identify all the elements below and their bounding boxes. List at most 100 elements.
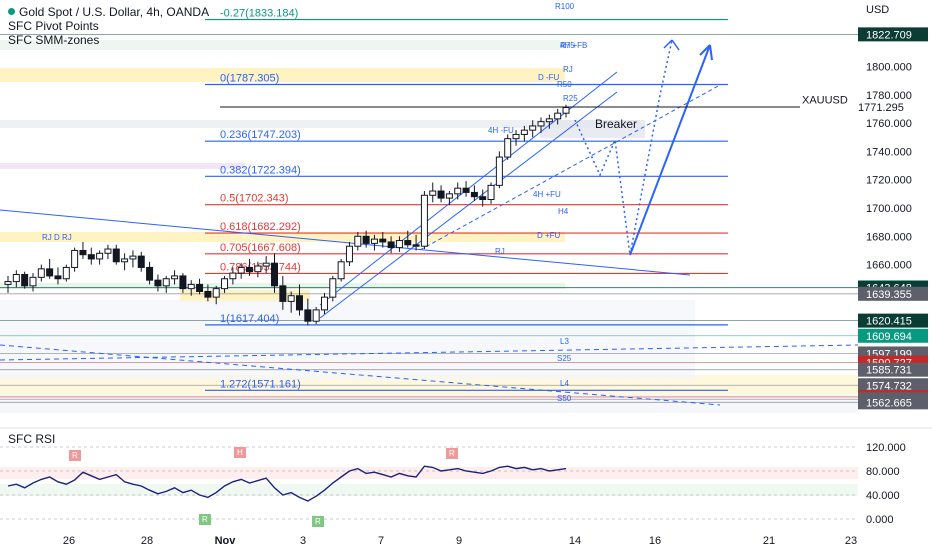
price-tag-label: 1609.694	[866, 331, 912, 343]
candle-body	[204, 290, 212, 298]
candle-body	[462, 187, 470, 193]
candle-body	[79, 249, 87, 256]
rsi-title[interactable]: SFC RSI	[8, 432, 56, 446]
pivot-label: 4H +FU	[533, 190, 561, 199]
candle-body	[362, 235, 370, 244]
candle-body	[104, 248, 112, 254]
candle-body	[304, 309, 312, 322]
rsi-marker-label: R	[202, 515, 208, 524]
candle-body	[437, 190, 445, 199]
candle-body	[287, 295, 295, 302]
pivot-label: 4H -FU	[488, 126, 514, 135]
candle-body	[545, 118, 553, 123]
price-tick-label: 1740.000	[866, 146, 912, 158]
candle-body	[271, 262, 279, 287]
candle-body	[454, 187, 462, 195]
rsi-series	[7, 465, 567, 502]
candle-body	[29, 276, 37, 287]
market-status-icon	[8, 8, 15, 15]
candle-body	[146, 266, 154, 281]
candle-body	[504, 138, 512, 158]
price-axis-background	[858, 0, 932, 550]
price-tag	[858, 27, 928, 42]
rsi-pane	[0, 467, 858, 496]
time-tick-label: 21	[763, 535, 775, 547]
indicator-pivots[interactable]: SFC Pivot Points	[8, 19, 99, 33]
candle-body	[46, 268, 54, 277]
price-tag	[858, 328, 928, 343]
candle-body	[54, 275, 62, 280]
candle-body	[420, 194, 428, 247]
symbol-title[interactable]: Gold Spot / U.S. Dollar, 4h, OANDA	[8, 5, 209, 19]
candle-body	[345, 245, 353, 263]
candle-body	[537, 121, 545, 127]
time-tick-label: Nov	[215, 535, 237, 547]
candle-body	[237, 266, 245, 274]
time-tick-label: 23	[845, 535, 857, 547]
candle-body	[370, 238, 378, 244]
price-tags: 1822.709XAUUSD1771.2951643.8741643.64816…	[802, 27, 928, 410]
candle-body	[479, 196, 487, 201]
candle-body	[495, 156, 503, 186]
candle-body	[470, 191, 478, 198]
pivot-label: R100	[555, 2, 575, 11]
rsi-marker-label: R	[449, 449, 455, 458]
time-axis: 26 28 Nov 3 7 9 14 16 21 23	[63, 535, 857, 547]
rsi-marker	[446, 448, 458, 459]
price-tag-label: 1639.355	[866, 289, 912, 301]
candle-body	[279, 285, 287, 302]
candle-body	[171, 275, 179, 280]
pivot-label: RJ	[495, 247, 505, 256]
breaker-annotation: Breaker	[595, 117, 637, 131]
time-tick-label: 16	[649, 535, 661, 547]
pivot-label: L4	[560, 379, 569, 388]
candle-body	[179, 275, 187, 290]
candle-body	[21, 274, 29, 287]
rsi-axis: 0.000 40.000 80.000 120.000	[0, 442, 906, 526]
candle-body	[562, 107, 570, 114]
rsi-marker	[69, 450, 81, 461]
candle-body	[212, 288, 220, 298]
pivot-label: H4	[558, 207, 569, 216]
fib-level-label: 1(1617.404)	[220, 313, 279, 325]
pivot-label: R25	[563, 94, 578, 103]
price-tag-label: 1585.731	[866, 365, 912, 377]
candle-body	[112, 248, 120, 263]
price-tick-label: 1760.000	[866, 118, 912, 130]
fibonacci-levels: -0.27(1833.184) 0(1787.305) 0.236(1747.203…	[205, 8, 728, 391]
pivot-label: RJ D RJ	[42, 233, 72, 242]
candle-body	[162, 278, 170, 287]
candle-body	[137, 255, 145, 268]
candle-body	[295, 295, 303, 311]
candle-body	[229, 272, 237, 280]
rsi-tick-label: 40.000	[866, 490, 900, 502]
price-tag-label: 1822.709	[866, 29, 912, 41]
candle-body	[520, 129, 528, 135]
candle-body	[254, 265, 262, 273]
time-tick-label: 3	[300, 535, 306, 547]
candle-body	[329, 278, 337, 298]
rsi-marker	[199, 514, 211, 525]
price-tag	[858, 313, 928, 328]
indicator-smm[interactable]: SFC SMM-zones	[8, 33, 100, 47]
pivot-label: D +FU	[537, 231, 561, 240]
fib-level-label: 0.236(1747.203)	[220, 129, 301, 141]
rsi-line: R H R R R	[7, 447, 567, 527]
rsi-marker	[234, 447, 246, 458]
rsi-marker	[312, 516, 324, 527]
pivot-label: S25	[557, 354, 572, 363]
candle-body	[337, 261, 345, 280]
candle-body	[4, 281, 12, 285]
fib-level-label: 0.705(1667.608)	[220, 242, 301, 254]
price-tick-label: 1680.000	[866, 231, 912, 243]
time-tick-label: 26	[63, 535, 75, 547]
fib-level-label: -0.27(1833.184)	[220, 8, 298, 20]
time-tick-label: 9	[456, 535, 462, 547]
candle-body	[412, 244, 420, 247]
candle-body	[62, 266, 70, 280]
price-tag-label: XAUUSD	[802, 94, 848, 106]
rsi-marker-label: H	[237, 448, 243, 457]
candle-body	[429, 190, 437, 196]
